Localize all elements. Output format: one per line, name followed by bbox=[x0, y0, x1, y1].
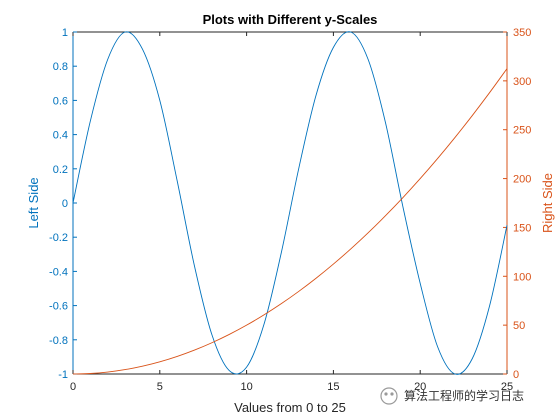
left-tick-label: 0.2 bbox=[53, 164, 68, 176]
left-tick-label: -0.2 bbox=[49, 232, 68, 244]
left-tick-label: 0.4 bbox=[53, 130, 68, 142]
x-tick-label: 25 bbox=[501, 381, 513, 393]
wechat-icon-dot bbox=[390, 392, 394, 396]
left-tick-label: 0 bbox=[62, 198, 68, 210]
wechat-icon bbox=[380, 387, 398, 405]
right-series-line bbox=[72, 68, 508, 375]
right-tick-label: 200 bbox=[513, 174, 531, 186]
right-tick-label: 0 bbox=[513, 369, 519, 381]
watermark: 算法工程师的学习日志 bbox=[380, 387, 524, 405]
plot-area: 0 5 10 15 20 25 1 0.8 0.6 0.4 0.2 0 -0.2 -0.4 -0.6 -0.8… bbox=[49, 27, 531, 393]
x-tick-label: 10 bbox=[240, 381, 252, 393]
right-tick-label: 50 bbox=[513, 320, 525, 332]
x-axis-label: Values from 0 to 25 bbox=[234, 400, 346, 415]
left-tick-label: -0.4 bbox=[49, 266, 68, 278]
left-y-axis-label: Left Side bbox=[26, 177, 41, 228]
x-tick-label: 20 bbox=[414, 381, 426, 393]
x-tick-label: 5 bbox=[157, 381, 163, 393]
left-tick-label: -1 bbox=[58, 369, 68, 381]
right-tick-label: 150 bbox=[513, 222, 531, 234]
chart-title: Plots with Different y-Scales bbox=[203, 12, 378, 27]
right-y-axis-label: Right Side bbox=[540, 173, 555, 233]
left-tick-label: 1 bbox=[62, 27, 68, 39]
watermark-text: 算法工程师的学习日志 bbox=[404, 388, 524, 403]
x-tick-label: 0 bbox=[70, 381, 76, 393]
left-tick-label: -0.6 bbox=[49, 301, 68, 313]
left-tick-label: 0.6 bbox=[53, 95, 68, 107]
right-tick-label: 300 bbox=[513, 76, 531, 88]
left-tick-label: 0.8 bbox=[53, 61, 68, 73]
x-tick-label: 15 bbox=[327, 381, 339, 393]
left-tick-label: -0.8 bbox=[49, 335, 68, 347]
right-tick-label: 350 bbox=[513, 27, 531, 39]
wechat-icon-dot bbox=[384, 392, 388, 396]
right-tick-label: 250 bbox=[513, 125, 531, 137]
right-tick-label: 100 bbox=[513, 271, 531, 283]
left-series-line bbox=[72, 31, 508, 375]
